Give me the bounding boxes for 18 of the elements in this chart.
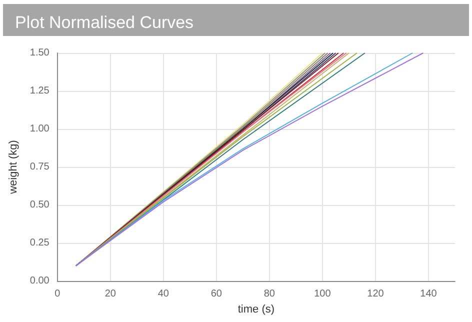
y-tick-label: 1.00 xyxy=(30,124,50,134)
y-tick-label: 1.25 xyxy=(30,86,50,96)
y-tick-label: 0.25 xyxy=(30,238,50,248)
y-axis-title: weight (kg) xyxy=(8,140,20,195)
x-tick-label: 0 xyxy=(54,288,61,300)
x-tick-label: 120 xyxy=(367,288,384,300)
x-tick-label: 100 xyxy=(314,288,332,300)
y-tick-label: 1.50 xyxy=(30,48,50,58)
y-tick-label: 0.75 xyxy=(30,162,50,172)
x-tick-label: 60 xyxy=(210,288,222,300)
x-tick-label: 140 xyxy=(420,288,438,300)
y-tick-label: 0.00 xyxy=(30,276,50,286)
x-tick-label: 40 xyxy=(158,288,170,300)
y-tick-label: 0.50 xyxy=(30,200,50,210)
chart-title: Plot Normalised Curves xyxy=(15,13,194,32)
x-tick-label: 20 xyxy=(104,288,116,300)
x-tick-label: 80 xyxy=(264,288,276,300)
x-axis-title: time (s) xyxy=(238,303,275,316)
